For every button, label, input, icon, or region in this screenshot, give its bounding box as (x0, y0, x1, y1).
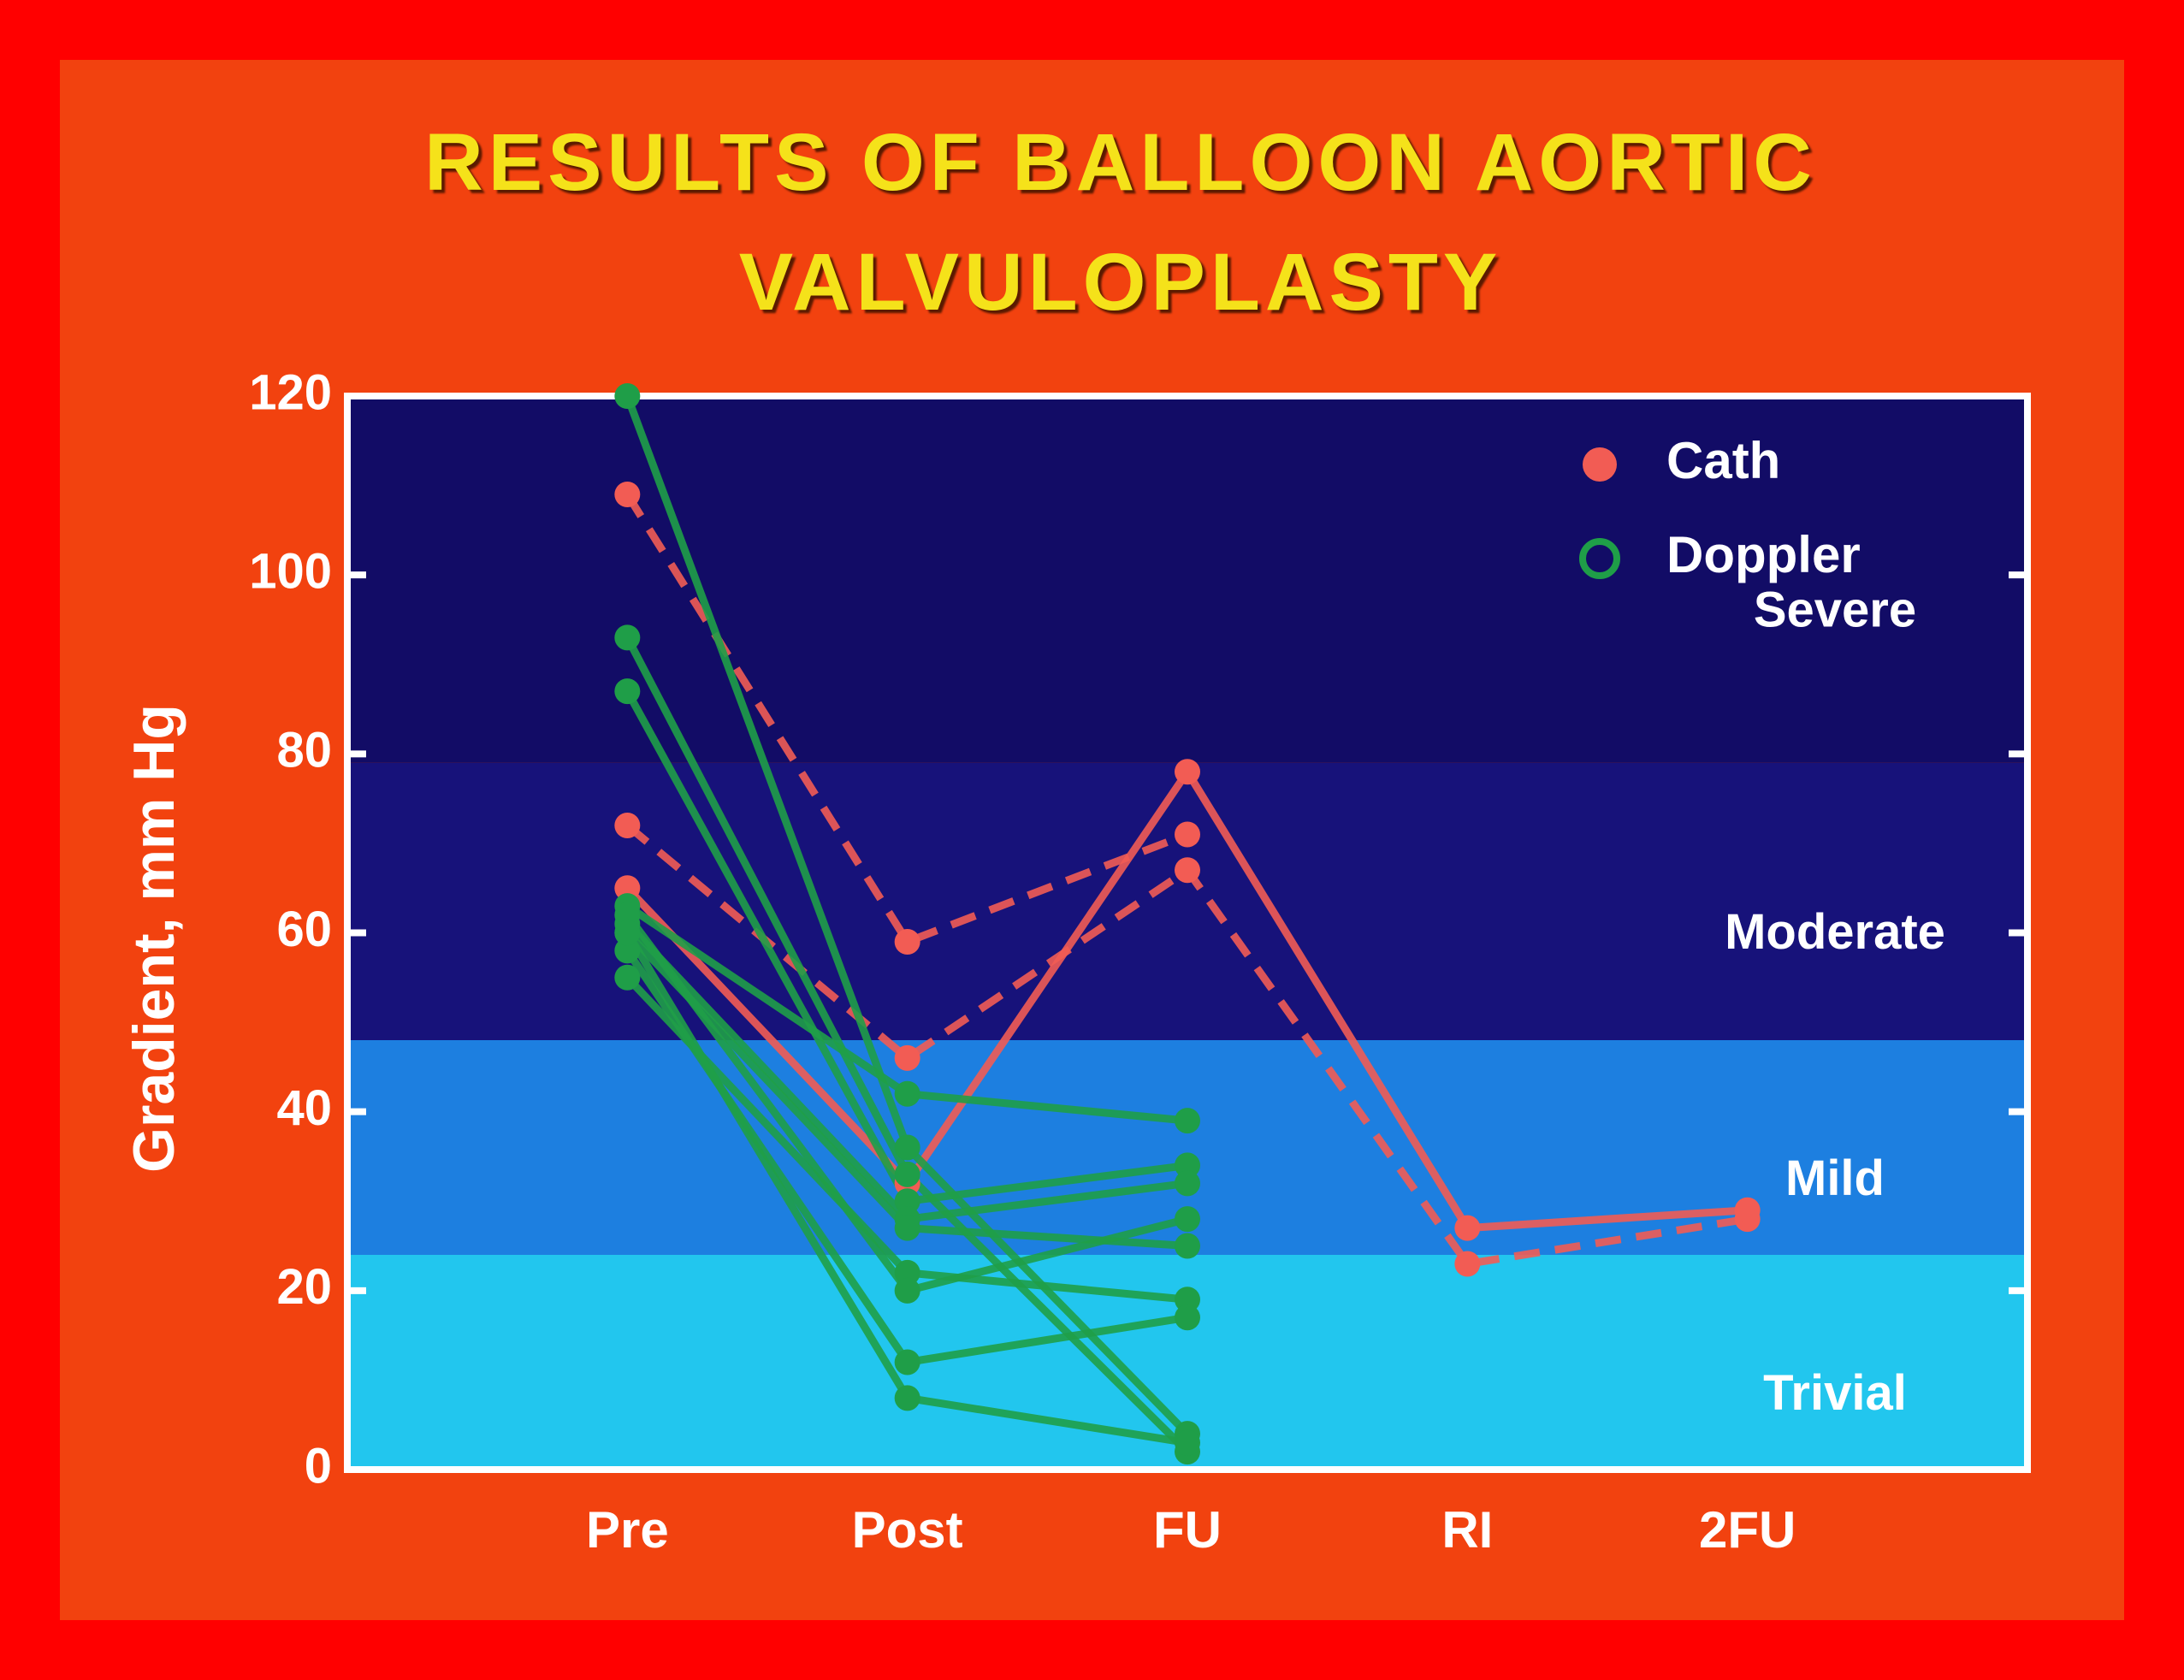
data-point (894, 1385, 920, 1411)
y-tick-label: 60 (276, 902, 332, 957)
data-point (614, 383, 641, 409)
legend-label: Doppler (1666, 526, 1861, 583)
legend-marker (1583, 447, 1617, 482)
data-point (1175, 1152, 1200, 1179)
data-point (894, 1215, 920, 1241)
y-tick-label: 120 (249, 364, 332, 420)
data-point (894, 1080, 920, 1107)
data-point (614, 875, 641, 902)
chart-title: RESULTS OF BALLOON AORTIC VALVULOPLASTY (424, 117, 1817, 328)
y-tick-label: 40 (276, 1080, 332, 1136)
data-point (614, 482, 641, 508)
band-label: Trivial (1763, 1365, 1907, 1421)
data-point (1734, 1197, 1761, 1223)
data-point (614, 920, 641, 946)
x-tick-label: 2FU (1699, 1501, 1796, 1559)
data-point (894, 928, 920, 955)
data-point (1175, 1429, 1200, 1456)
y-tick-label: 100 (249, 543, 332, 599)
data-point (1175, 1206, 1200, 1233)
data-point (1454, 1251, 1481, 1277)
band-label: Moderate (1725, 904, 1945, 960)
data-point (894, 1134, 920, 1161)
data-point (614, 624, 641, 651)
data-point (614, 678, 641, 705)
data-point (1175, 1233, 1200, 1259)
y-tick-label: 0 (305, 1438, 332, 1494)
data-point (894, 1161, 920, 1187)
data-point (1175, 1170, 1200, 1197)
data-point (1175, 857, 1200, 884)
data-point (894, 1349, 920, 1375)
data-point (1175, 821, 1200, 848)
band-label: Severe (1754, 583, 1916, 638)
data-point (1175, 759, 1200, 785)
data-point (894, 1259, 920, 1286)
x-tick-label: Pre (586, 1501, 669, 1559)
data-point (614, 964, 641, 991)
x-tick-label: FU (1153, 1501, 1222, 1559)
legend-label: Cath (1666, 432, 1780, 489)
data-point (1454, 1215, 1481, 1241)
y-tick-label: 20 (276, 1259, 332, 1315)
y-tick-label: 80 (276, 723, 332, 778)
data-point (894, 1277, 920, 1304)
data-point (1175, 1287, 1200, 1313)
data-point (1175, 1108, 1200, 1134)
data-point (614, 813, 641, 838)
x-tick-label: RI (1441, 1501, 1493, 1559)
band-label: Mild (1785, 1151, 1885, 1206)
band (347, 762, 2027, 1040)
x-tick-label: Post (852, 1501, 963, 1559)
data-point (614, 938, 641, 964)
data-point (1175, 1304, 1200, 1331)
data-point (894, 1188, 920, 1215)
data-point (894, 1044, 920, 1071)
legend-marker (1579, 538, 1620, 579)
y-axis-label: Gradient, mm Hg (121, 704, 186, 1173)
data-point (614, 902, 641, 928)
